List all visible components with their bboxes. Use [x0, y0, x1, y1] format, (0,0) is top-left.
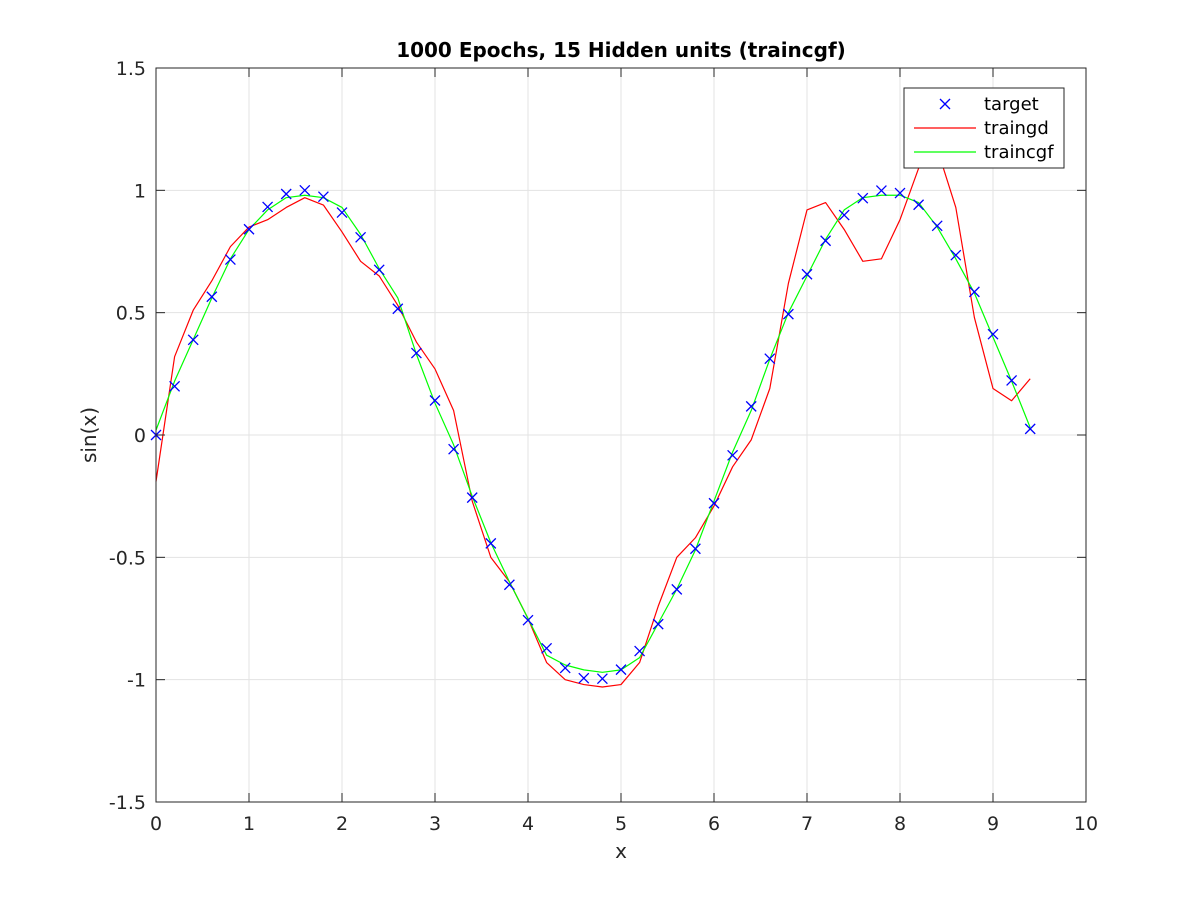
data-point-target — [801, 268, 813, 280]
data-point-target — [578, 672, 590, 684]
data-point-target — [336, 207, 348, 219]
data-point-target — [299, 184, 311, 196]
x-tick-label: 7 — [801, 813, 813, 835]
legend-label-traingd: traingd — [984, 118, 1049, 139]
data-point-target — [894, 187, 906, 199]
x-tick-label: 9 — [987, 813, 999, 835]
data-point-target — [634, 645, 646, 657]
legend-label-target: target — [984, 94, 1039, 115]
legend-label-traincgf: traincgf — [984, 142, 1054, 163]
series-markers-target — [150, 184, 1036, 685]
data-point-target — [782, 308, 794, 320]
data-point-target — [392, 303, 404, 315]
data-point-target — [169, 380, 181, 392]
data-point-target — [652, 618, 664, 630]
data-point-target — [206, 291, 218, 303]
y-tick-label: 0.5 — [116, 303, 146, 325]
data-point-target — [448, 443, 460, 455]
series-line-traincgf — [155, 194, 1031, 673]
data-point-target — [243, 223, 255, 235]
data-point-target — [931, 220, 943, 232]
data-point-target — [913, 199, 925, 211]
data-point-target — [187, 334, 199, 346]
y-axis-label: sin(x) — [77, 407, 101, 463]
data-point-target — [820, 235, 832, 247]
x-axis-label: x — [615, 839, 627, 863]
data-point-target — [727, 449, 739, 461]
data-point-target — [596, 673, 608, 685]
data-point-target — [429, 395, 441, 406]
y-tick-label: 1.5 — [116, 58, 146, 80]
series-line-traingd — [155, 148, 1031, 688]
data-point-target — [541, 642, 553, 654]
data-point-target — [466, 492, 478, 504]
data-point-target — [689, 543, 701, 555]
x-tick-label: 8 — [894, 813, 906, 835]
data-point-target — [262, 201, 274, 213]
series-layer — [150, 148, 1036, 688]
axis-ticks: 0 1 2 3 4 5 6 7 8 9 10 -1.5 -1 -0.5 0 0.5 1 1.5 — [109, 58, 1098, 835]
data-point-target — [950, 249, 962, 261]
data-point-target — [968, 286, 980, 298]
data-point-target — [373, 264, 385, 276]
y-tick-label: -1.5 — [109, 792, 146, 814]
y-tick-label: 0 — [134, 425, 146, 447]
y-tick-label: -1 — [127, 670, 146, 692]
data-point-target — [615, 664, 627, 676]
data-point-target — [559, 662, 571, 674]
data-point-target — [280, 188, 292, 200]
data-point-target — [764, 353, 776, 365]
data-point-target — [485, 537, 497, 549]
data-point-target — [1024, 423, 1036, 435]
data-point-target — [838, 209, 850, 221]
chart-title: 1000 Epochs, 15 Hidden units (traincgf) — [396, 38, 846, 62]
x-tick-label: 6 — [708, 813, 720, 835]
data-point-target — [708, 497, 720, 509]
data-point-target — [857, 192, 869, 204]
data-point-target — [410, 347, 422, 359]
x-tick-label: 2 — [336, 813, 348, 835]
data-point-target — [875, 185, 887, 197]
x-tick-label: 5 — [615, 813, 627, 835]
y-tick-label: -0.5 — [109, 547, 146, 569]
data-point-target — [317, 191, 329, 203]
data-point-target — [355, 231, 367, 243]
x-tick-label: 0 — [150, 813, 162, 835]
x-tick-label: 3 — [429, 813, 441, 835]
data-point-target — [1006, 374, 1018, 386]
legend: target traingd traincgf — [903, 87, 1065, 169]
data-point-target — [671, 583, 683, 595]
x-tick-label: 4 — [522, 813, 534, 835]
data-point-target — [503, 579, 515, 591]
y-tick-label: 1 — [134, 180, 146, 202]
data-point-target — [522, 614, 534, 626]
x-tick-label: 1 — [243, 813, 255, 835]
legend-marker-target — [939, 98, 951, 110]
data-point-target — [224, 254, 236, 266]
data-point-target — [745, 400, 757, 412]
x-tick-label: 10 — [1074, 813, 1098, 835]
data-point-target — [987, 328, 999, 340]
